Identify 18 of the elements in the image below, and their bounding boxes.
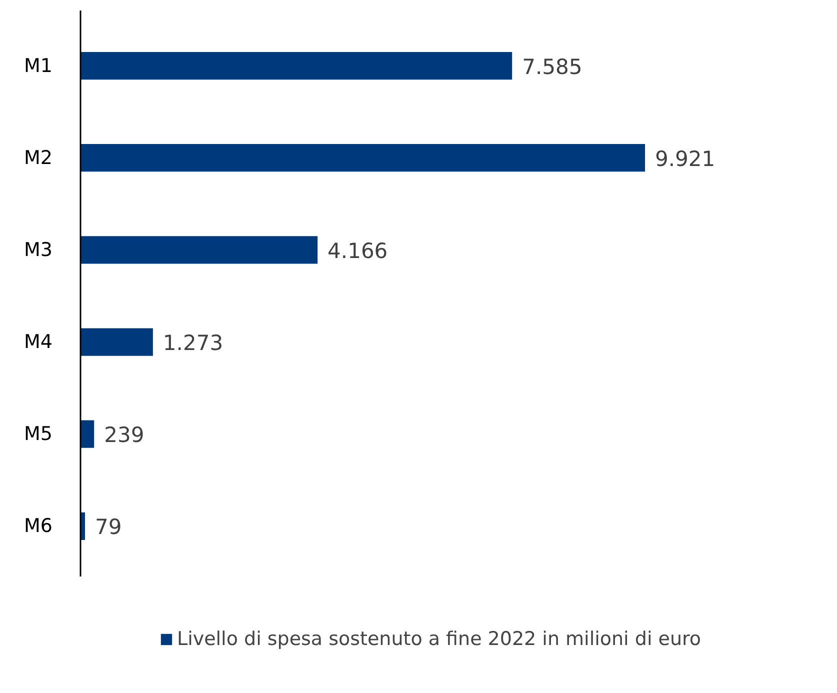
- y-tick-label: M2: [24, 146, 53, 169]
- y-tick-label: M1: [24, 54, 53, 77]
- data-label: 239: [104, 423, 144, 448]
- y-tick-label: M6: [24, 515, 53, 538]
- data-label: 7.585: [522, 54, 582, 79]
- data-label: 1.273: [162, 331, 224, 356]
- bar: [80, 144, 646, 172]
- y-tick-label: M3: [24, 238, 53, 261]
- legend-label: Livello di spesa sostenuto a fine 2022 in milioni di euro: [176, 628, 702, 650]
- bar: [80, 236, 318, 264]
- data-label: 4.166: [328, 238, 388, 263]
- y-tick-label: M5: [24, 423, 53, 446]
- y-tick-label: M4: [24, 331, 53, 354]
- bar: [80, 52, 512, 80]
- bar: [80, 420, 94, 448]
- bar: [80, 328, 153, 356]
- data-label: 79: [94, 515, 122, 540]
- data-label: 9.921: [655, 146, 716, 171]
